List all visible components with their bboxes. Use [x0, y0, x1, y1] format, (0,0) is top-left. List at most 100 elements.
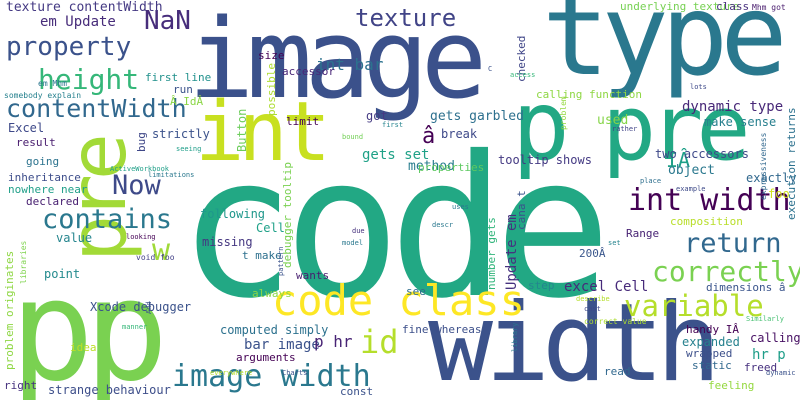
word-execution-returns: execution returns	[785, 107, 798, 220]
word-button: Button	[235, 108, 249, 152]
word-library: library	[511, 322, 519, 352]
word-const: const	[340, 385, 374, 398]
word-200a: 200Â	[579, 247, 606, 260]
word-place: place	[640, 177, 662, 185]
word-exactly: exactly	[746, 171, 797, 185]
word-image: image	[188, 0, 487, 123]
word-nowhere-near: nowhere near	[8, 183, 88, 196]
word-following: following	[200, 207, 266, 221]
word-contains: contains	[42, 204, 173, 235]
word-always: always	[252, 287, 292, 300]
word-property: property	[6, 32, 132, 62]
word-result: result	[16, 136, 56, 149]
word-a-ida: Â IdÂ	[170, 95, 204, 108]
word-missing: missing	[202, 235, 253, 249]
word-w: w	[152, 233, 171, 268]
word-foo: foo	[768, 187, 790, 201]
word-width: width	[428, 281, 721, 400]
word-range: Range	[626, 227, 660, 240]
word-static: static	[692, 359, 732, 372]
word-describe: describe	[576, 295, 610, 303]
word-make-sense: make sense	[704, 115, 777, 129]
word-wants: wants	[296, 269, 330, 282]
word-expanded: expanded	[682, 335, 740, 349]
word-wrapped: wrapped	[686, 347, 733, 360]
word-problem: problem	[559, 96, 568, 130]
word-limitations: limitations	[148, 171, 195, 179]
word-due: due	[352, 227, 365, 235]
word-code-class: code class	[272, 276, 525, 325]
word-inheritance: inheritance	[8, 171, 81, 184]
word-going: going	[26, 155, 60, 168]
word-looking: looking	[126, 233, 156, 241]
word-type: type	[542, 0, 788, 101]
word-expressiveness: expressiveness	[759, 132, 768, 200]
word-possible: possible	[265, 63, 278, 116]
word-value: value	[56, 231, 93, 245]
word-feeling: feeling	[708, 379, 755, 392]
word-properties: properties	[418, 161, 485, 174]
word-pattern: pattern	[277, 246, 285, 276]
word-problem-originates: problem originates	[3, 250, 16, 370]
word-used: used	[597, 113, 629, 128]
word-em-mhm: em Mhm	[38, 79, 67, 88]
word-composition: composition	[670, 215, 743, 228]
word-class: class	[716, 0, 750, 13]
word-see: see	[406, 285, 426, 298]
word-dynamic-type: dynamic type	[682, 99, 784, 115]
word-strange-behaviour: strange behaviour	[48, 383, 171, 397]
word-arguments: arguments	[236, 351, 296, 364]
word-handy-ia: handy IÂ	[686, 323, 739, 336]
word-nan: NaN	[144, 6, 191, 36]
word-break: break	[441, 127, 478, 141]
word-similarly: Similarly	[746, 315, 784, 323]
word-accessor: accessor	[282, 65, 335, 78]
word-p-hr: p hr	[314, 332, 353, 351]
word-bar-image: bar image	[244, 337, 320, 353]
word-dynamic: dynamic	[766, 369, 796, 377]
word-contentWidth: contentWidth	[6, 94, 187, 123]
word-lots: lots	[690, 83, 707, 91]
word-cell: Cell	[256, 221, 285, 235]
word-gets-set: gets set	[362, 147, 430, 163]
word-calling: calling	[750, 331, 800, 345]
word-read: read	[604, 365, 631, 378]
word-tooltip-shows: tooltip shows	[498, 153, 592, 167]
word-int: int	[195, 85, 331, 180]
word-bug: bug	[135, 132, 148, 152]
word-method: method	[408, 159, 455, 174]
word-access: access	[510, 71, 536, 79]
word-variable: variable	[624, 289, 764, 323]
word-xcode-debugger: Xcode debugger	[90, 300, 192, 314]
word-first-line: first line	[145, 71, 212, 84]
word-bound: bound	[342, 133, 364, 141]
word-set: set	[608, 239, 621, 247]
word-void-foo: void foo	[136, 253, 175, 262]
word-underlying-texture: underlying texture	[620, 0, 740, 13]
word-gets-garbled: gets garbled	[430, 109, 524, 124]
word-strictly: strictly	[152, 127, 210, 141]
word-id: id	[360, 323, 399, 361]
word-uses: uses	[452, 203, 469, 211]
word-cana-t: cana t	[515, 190, 528, 230]
word-p: p	[512, 70, 570, 182]
word-descr: descr	[432, 221, 454, 229]
word-c: C	[488, 65, 493, 73]
word-everywhere: everywhere	[210, 369, 253, 377]
word-seeing: seeing	[176, 145, 202, 153]
word-hr-p: hr p	[752, 347, 786, 363]
word-example: example	[676, 185, 706, 193]
word-a-circumflex: â	[422, 124, 436, 149]
word-freed: freed	[744, 361, 778, 374]
word-point: point	[44, 267, 81, 281]
word-texture: texture	[355, 4, 457, 32]
word-right: right	[4, 379, 38, 392]
word-step: step	[528, 279, 555, 292]
word-excel: Excel	[8, 121, 45, 135]
word-t-make: t make	[242, 249, 282, 262]
word-somebody-explain: somebody explain	[4, 91, 82, 100]
word-calling-function: calling function	[536, 88, 642, 101]
word-got: got	[366, 109, 388, 123]
word-int-bar: int bar	[316, 55, 384, 74]
